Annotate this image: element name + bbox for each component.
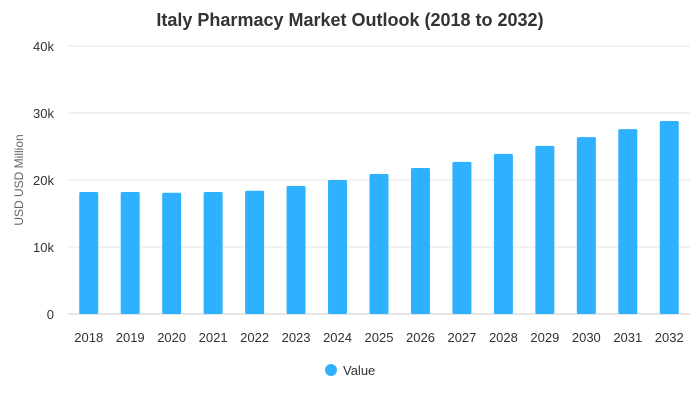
bar-2023[interactable]: [286, 186, 306, 314]
x-tick-label: 2028: [489, 330, 518, 345]
x-tick-label: 2027: [447, 330, 476, 345]
legend[interactable]: Value: [325, 363, 375, 378]
x-tick-label: 2022: [240, 330, 269, 345]
x-tick-label: 2020: [157, 330, 186, 345]
x-tick-label: 2025: [365, 330, 394, 345]
bar-2026[interactable]: [410, 167, 430, 314]
x-tick-label: 2018: [74, 330, 103, 345]
bar-2021[interactable]: [203, 192, 223, 314]
y-tick-label: 10k: [33, 240, 54, 255]
bars: [79, 121, 679, 314]
x-tick-label: 2024: [323, 330, 352, 345]
bar-2028[interactable]: [493, 153, 513, 314]
bar-2018[interactable]: [79, 192, 99, 314]
y-tick-label: 20k: [33, 173, 54, 188]
bar-2031[interactable]: [618, 129, 638, 314]
x-tick-label: 2021: [199, 330, 228, 345]
legend-marker: [325, 364, 337, 376]
chart-title: Italy Pharmacy Market Outlook (2018 to 2…: [156, 10, 543, 30]
y-axis-ticks: 0 10k 20k 30k 40k: [33, 39, 54, 322]
bar-2029[interactable]: [535, 145, 555, 314]
y-tick-label: 40k: [33, 39, 54, 54]
bar-2019[interactable]: [120, 192, 140, 314]
bar-2032[interactable]: [659, 121, 679, 314]
x-tick-label: 2019: [116, 330, 145, 345]
x-tick-label: 2031: [613, 330, 642, 345]
x-tick-label: 2029: [530, 330, 559, 345]
legend-label-value: Value: [343, 363, 375, 378]
x-tick-label: 2030: [572, 330, 601, 345]
x-axis-ticks: 2018 2019 2020 2021 2022 2023 2024 2025 2026 2027…: [74, 330, 683, 345]
x-tick-label: 2032: [655, 330, 684, 345]
bar-2025[interactable]: [369, 173, 389, 314]
bar-2027[interactable]: [452, 161, 472, 314]
bar-2022[interactable]: [245, 190, 265, 314]
x-tick-label: 2026: [406, 330, 435, 345]
y-tick-label: 0: [47, 307, 54, 322]
bar-2030[interactable]: [576, 137, 596, 314]
y-axis-label: USD USD Million: [12, 134, 26, 225]
bar-2024[interactable]: [328, 180, 348, 314]
x-tick-label: 2023: [282, 330, 311, 345]
bar-2020[interactable]: [162, 192, 182, 314]
y-tick-label: 30k: [33, 106, 54, 121]
